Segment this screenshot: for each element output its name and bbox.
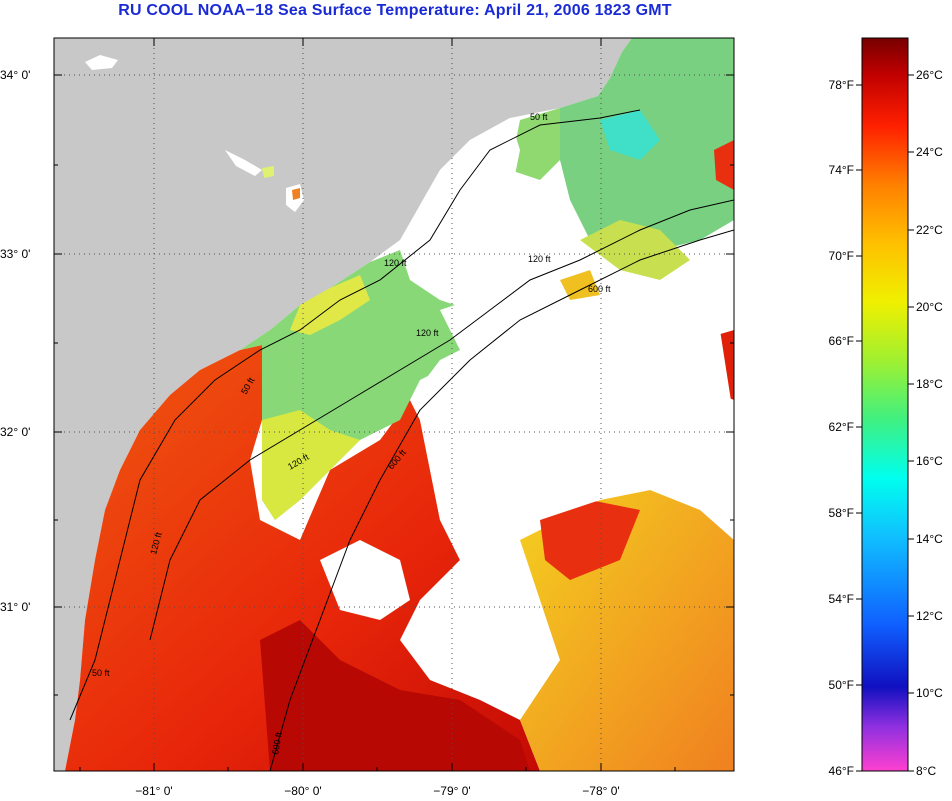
cb-label-c: 8°C bbox=[916, 764, 936, 778]
colorbar-c-labels: 26°C 24°C 22°C 20°C 18°C 16°C 14°C 12°C … bbox=[916, 68, 943, 778]
graticule bbox=[54, 38, 734, 771]
cb-label-c: 14°C bbox=[916, 532, 943, 546]
inland-water bbox=[85, 55, 118, 70]
cool-water-mid bbox=[510, 108, 560, 180]
cb-label-f: 50°F bbox=[829, 678, 854, 692]
lat-label-31: 31° 0' bbox=[0, 600, 30, 614]
cb-label-c: 22°C bbox=[916, 223, 943, 237]
contour-label: 50 ft bbox=[92, 668, 110, 678]
cb-label-c: 12°C bbox=[916, 609, 943, 623]
shelf-water-yellow bbox=[262, 410, 360, 520]
lat-label-32: 32° 0' bbox=[0, 425, 30, 439]
colorbar bbox=[861, 37, 909, 772]
land-mass bbox=[54, 38, 632, 771]
cb-label-f: 78°F bbox=[829, 78, 854, 92]
hot-water-core bbox=[260, 620, 530, 771]
lat-label-34: 34° 0' bbox=[0, 68, 30, 82]
colorbar-f-labels: 78°F 74°F 70°F 66°F 62°F 58°F 54°F 50°F … bbox=[829, 78, 854, 778]
red-patch-ne bbox=[714, 140, 734, 190]
cb-label-c: 20°C bbox=[916, 300, 943, 314]
lon-label-78: −78° 0' bbox=[582, 784, 619, 798]
contour-label: 600 ft bbox=[588, 284, 611, 294]
cb-label-c: 18°C bbox=[916, 377, 943, 391]
contour-label: 600 ft bbox=[270, 731, 284, 755]
cb-label-c: 10°C bbox=[916, 686, 943, 700]
contour-50ft bbox=[69, 109, 641, 721]
inland-water bbox=[225, 150, 262, 176]
lake-moultrie bbox=[262, 166, 274, 178]
cb-label-f: 54°F bbox=[829, 592, 854, 606]
axis-ticks bbox=[54, 38, 734, 771]
cloud-region-center bbox=[410, 290, 734, 560]
yellow-patch-mid bbox=[560, 270, 600, 300]
cb-label-c: 16°C bbox=[916, 454, 943, 468]
map-frame bbox=[53, 37, 735, 772]
cloud-region-se bbox=[460, 580, 540, 660]
contour-600ft bbox=[269, 229, 734, 771]
lon-label-79: −79° 0' bbox=[433, 784, 470, 798]
cb-label-c: 26°C bbox=[916, 68, 943, 82]
colorbar-ticks bbox=[856, 74, 914, 772]
cb-label-f: 74°F bbox=[829, 163, 854, 177]
cloud-region-shelf bbox=[410, 118, 520, 270]
contour-label: 120 ft bbox=[528, 254, 551, 264]
contour-120ft bbox=[149, 199, 734, 641]
map-title: RU COOL NOAA−18 Sea Surface Temperature:… bbox=[118, 2, 672, 19]
cb-label-f: 46°F bbox=[829, 764, 854, 778]
shelf-water-yellow-2 bbox=[290, 275, 370, 335]
lake-marion-sst bbox=[292, 188, 300, 200]
cb-label-c: 24°C bbox=[916, 145, 943, 159]
cb-label-f: 70°F bbox=[829, 249, 854, 263]
cool-water-ne-cyan bbox=[600, 110, 660, 160]
red-streak-east bbox=[540, 500, 640, 580]
warm-water-south bbox=[54, 345, 540, 771]
contour-label: 50 ft bbox=[530, 112, 548, 122]
contour-label: 120 ft bbox=[384, 258, 407, 268]
contour-label: 120 ft bbox=[416, 328, 439, 338]
lon-label-81: −81° 0' bbox=[135, 784, 172, 798]
cool-water-ne-yellow bbox=[580, 220, 690, 280]
cb-label-f: 66°F bbox=[829, 334, 854, 348]
cb-label-f: 62°F bbox=[829, 420, 854, 434]
lon-label-80: −80° 0' bbox=[284, 784, 321, 798]
cb-label-f: 58°F bbox=[829, 506, 854, 520]
lat-label-33: 33° 0' bbox=[0, 247, 30, 261]
